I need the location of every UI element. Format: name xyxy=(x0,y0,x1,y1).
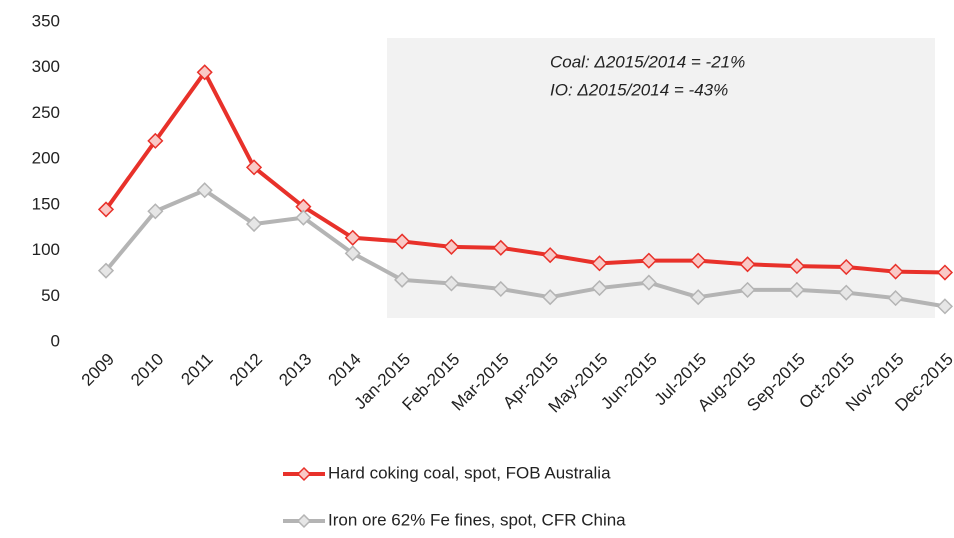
annotation: IO: Δ2015/2014 = -43% xyxy=(550,80,728,99)
annotation: Coal: Δ2015/2014 = -21% xyxy=(550,52,745,71)
y-tick-label: 50 xyxy=(41,286,60,305)
x-tick-label: 2012 xyxy=(226,350,266,390)
y-tick-label: 0 xyxy=(51,331,60,350)
marker xyxy=(887,263,904,280)
legend-label: Iron ore 62% Fe fines, spot, CFR China xyxy=(328,510,626,529)
marker xyxy=(591,255,608,272)
series-line xyxy=(104,188,946,309)
y-tick-label: 200 xyxy=(32,149,60,168)
marker xyxy=(394,271,411,288)
marker xyxy=(196,182,213,199)
marker xyxy=(542,289,559,306)
y-tick-label: 150 xyxy=(32,194,60,213)
legend-label: Hard coking coal, spot, FOB Australia xyxy=(328,463,611,482)
marker xyxy=(936,264,954,281)
marker xyxy=(640,252,657,269)
y-tick-label: 300 xyxy=(32,57,60,76)
marker xyxy=(690,289,707,306)
marker xyxy=(739,281,756,298)
marker xyxy=(788,281,805,298)
marker xyxy=(788,258,805,275)
x-tick-label: 2010 xyxy=(127,350,167,390)
marker xyxy=(295,209,312,226)
x-tick-label: 2014 xyxy=(325,350,365,390)
marker xyxy=(690,252,707,269)
marker xyxy=(492,239,509,256)
marker xyxy=(245,159,263,176)
marker xyxy=(147,203,164,220)
marker xyxy=(196,64,213,81)
marker xyxy=(394,233,411,250)
marker xyxy=(344,245,361,262)
marker xyxy=(936,298,954,315)
marker xyxy=(739,256,756,273)
x-tick-label: 2009 xyxy=(78,350,118,390)
marker xyxy=(443,275,460,292)
marker xyxy=(838,284,855,301)
marker xyxy=(147,132,164,149)
x-tick-label: 2011 xyxy=(177,350,216,389)
marker xyxy=(245,215,263,233)
y-tick-label: 100 xyxy=(32,240,60,259)
legend-marker xyxy=(296,513,312,529)
y-tick-label: 350 xyxy=(32,11,60,30)
marker xyxy=(97,262,115,279)
legend-marker xyxy=(296,466,312,482)
y-tick-label: 250 xyxy=(32,103,60,122)
marker xyxy=(443,238,460,255)
marker xyxy=(838,258,855,276)
x-tick-label: 2013 xyxy=(275,350,315,390)
marker xyxy=(97,201,115,218)
marker xyxy=(492,280,509,298)
marker xyxy=(887,290,904,307)
marker xyxy=(640,274,657,291)
marker xyxy=(591,279,608,297)
series-line xyxy=(104,70,945,275)
marker xyxy=(344,229,361,246)
marker xyxy=(542,247,559,264)
